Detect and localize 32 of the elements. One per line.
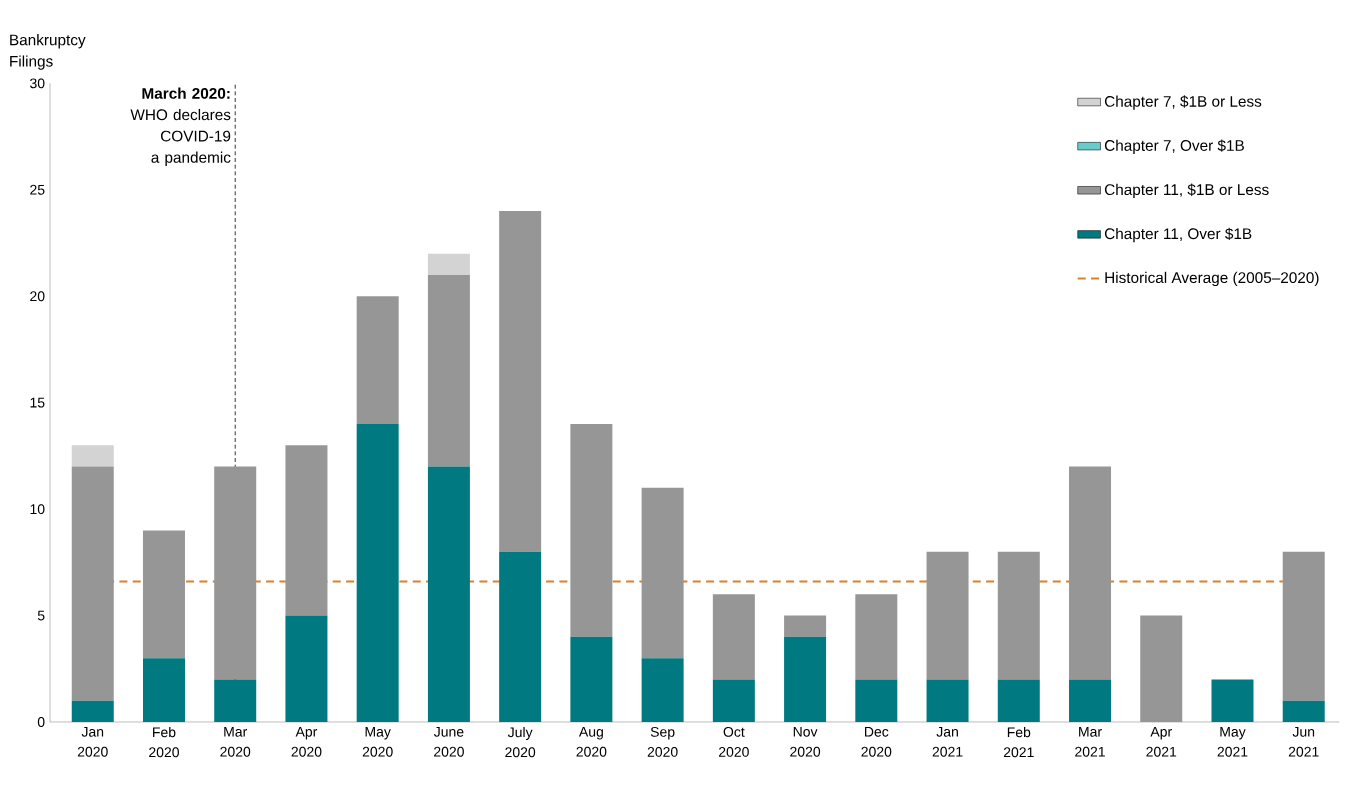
- x-tick-label: Mar 2021: [1075, 726, 1105, 757]
- x-tick-label: Feb 2020: [149, 726, 179, 758]
- x-tick-label: Sep 2020: [647, 726, 678, 757]
- x-tick-label: Aug 2020: [576, 726, 607, 757]
- x-tick-label: Mar 2020: [220, 726, 251, 757]
- y-tick-label: 30: [30, 78, 45, 89]
- x-tick-label: Jan 2020: [77, 726, 108, 757]
- x-tick-label: Jan 2021: [932, 726, 963, 757]
- y-tick-label: 5: [37, 610, 45, 621]
- x-tick-label: May 2021: [1217, 726, 1248, 757]
- x-tick-label: Nov 2020: [790, 726, 821, 757]
- x-tick-label: Apr 2020: [291, 726, 322, 757]
- y-tick-label: 20: [30, 291, 45, 302]
- x-tick-label: July 2020: [505, 726, 536, 758]
- legend-label: Chapter 11, Over $1B: [1104, 227, 1252, 243]
- y-tick-label: 10: [30, 504, 45, 515]
- x-tick-label: Dec 2020: [861, 726, 892, 757]
- legend-label: Chapter 7, $1B or Less: [1104, 95, 1262, 110]
- y-tick-label: 0: [37, 717, 45, 727]
- x-tick-label: Oct 2020: [718, 726, 749, 757]
- ref-line-label: March 2020: WHO declares COVID-19 a pandemic: [130, 87, 231, 166]
- legend-label: Historical Average (2005–2020): [1105, 271, 1319, 287]
- x-tick-label: Feb 2021: [1003, 726, 1034, 758]
- y-tick-label: 15: [30, 397, 45, 408]
- x-tick-label: Jun 2021: [1288, 726, 1319, 757]
- x-tick-label: June 2020: [433, 726, 464, 757]
- legend-label: Chapter 7, Over $1B: [1104, 139, 1244, 154]
- y-tick-label: 25: [30, 184, 45, 195]
- legend-label: Chapter 11, $1B or Less: [1104, 183, 1269, 199]
- y-axis-title: Bankruptcy Filings: [10, 34, 86, 70]
- x-tick-label: Apr 2021: [1146, 726, 1177, 757]
- x-tick-label: May 2020: [362, 726, 393, 757]
